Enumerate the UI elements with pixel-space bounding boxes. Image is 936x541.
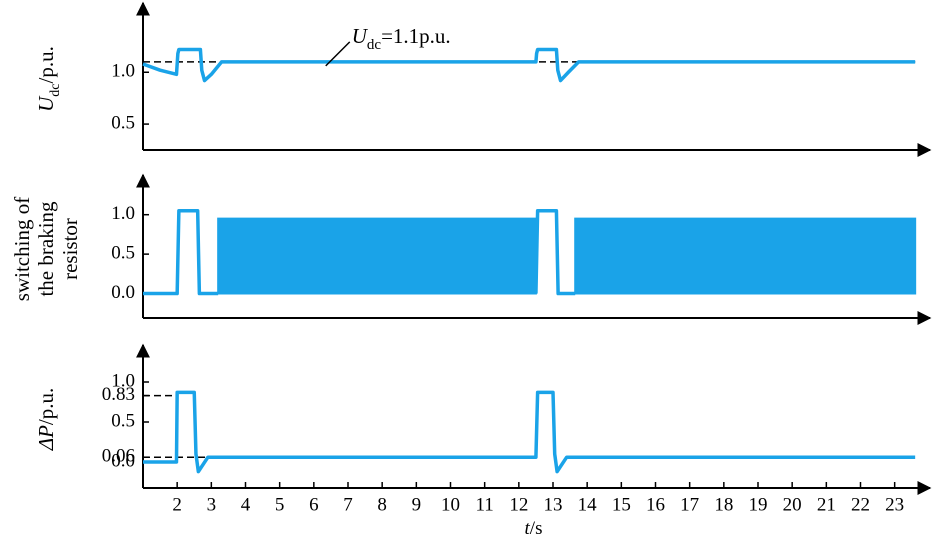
x-tick-label: 8 <box>377 494 387 515</box>
annotation: Udc=1.1p.u. <box>352 24 451 54</box>
line <box>534 209 576 296</box>
line <box>142 47 916 83</box>
label-part: dc <box>48 83 63 96</box>
annotation-part: U <box>352 24 369 48</box>
x-tick-label: 17 <box>680 494 699 515</box>
label-part: U <box>34 95 58 112</box>
y-tick-label: 0.5 <box>111 112 135 133</box>
x-tick-label: 6 <box>309 494 319 515</box>
line <box>143 209 219 296</box>
x-tick-label: 20 <box>783 494 802 515</box>
x-axis-label: t/s <box>525 518 543 539</box>
label-part: ΔP <box>34 425 58 451</box>
y-axis-label: resistor <box>58 218 82 280</box>
label-part: /p.u. <box>34 46 58 83</box>
y-tick-label: 0.06 <box>102 446 135 467</box>
area <box>574 217 917 295</box>
y-axis-label: switching of <box>10 197 34 301</box>
label-part: /s <box>530 518 543 539</box>
annotation-part: dc <box>367 37 382 53</box>
x-tick-label: 5 <box>275 494 285 515</box>
x-tick-label: 9 <box>412 494 422 515</box>
y-axis-label: the braking <box>34 201 58 297</box>
x-tick-label: 16 <box>646 494 665 515</box>
y-tick-label: 0.5 <box>111 410 135 431</box>
x-tick-label: 15 <box>612 494 631 515</box>
y-tick-label: 1.0 <box>111 203 135 224</box>
x-tick-label: 21 <box>817 494 836 515</box>
x-tick-label: 7 <box>343 494 353 515</box>
y-tick-label: 0.0 <box>111 282 135 303</box>
y-tick-label: 1.0 <box>111 370 135 391</box>
x-tick-label: 10 <box>441 494 460 515</box>
area <box>217 217 537 295</box>
y-tick-label: 0.5 <box>111 242 135 263</box>
x-tick-label: 2 <box>172 494 182 515</box>
annotation-part: =1.1p.u. <box>381 24 451 48</box>
y-tick-label: 0.0 <box>111 450 135 471</box>
y-axis-label: ΔP/p.u. <box>34 388 58 452</box>
x-tick-label: 3 <box>207 494 217 515</box>
x-tick-label: 11 <box>476 494 494 515</box>
x-tick-label: 18 <box>714 494 733 515</box>
y-tick-label: 0.83 <box>102 384 135 405</box>
y-tick-label: 1.0 <box>111 61 135 82</box>
x-tick-label: 14 <box>578 494 598 515</box>
label-part: t <box>525 518 531 539</box>
y-axis-label: Udc/p.u. <box>34 46 63 112</box>
x-tick-label: 12 <box>509 494 528 515</box>
label-part: /p.u. <box>34 388 58 425</box>
x-tick-label: 13 <box>544 494 563 515</box>
x-tick-label: 19 <box>749 494 768 515</box>
annotation-pointer <box>325 41 351 67</box>
x-tick-label: 4 <box>241 494 251 515</box>
line <box>143 390 916 474</box>
x-tick-label: 22 <box>851 494 870 515</box>
x-tick-label: 23 <box>885 494 904 515</box>
